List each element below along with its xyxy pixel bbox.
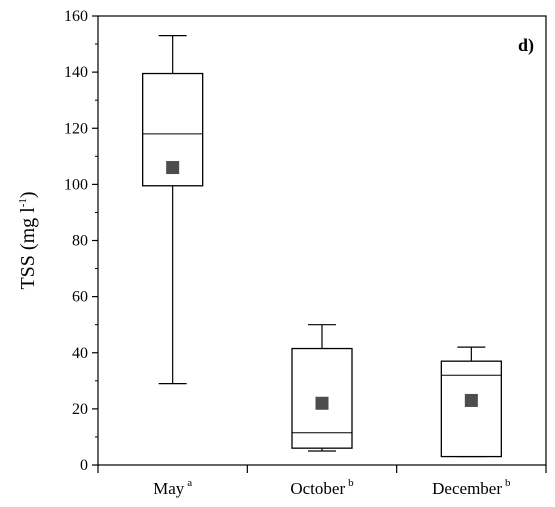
y-tick-label: 100 (64, 176, 88, 193)
y-tick-label: 80 (72, 233, 88, 250)
category-label: May a (153, 477, 192, 498)
category-label: October b (290, 477, 354, 498)
mean-marker (464, 393, 478, 407)
mean-marker (166, 161, 180, 175)
iqr-box (440, 360, 502, 458)
mean-marker (315, 396, 329, 410)
box-3 (440, 346, 502, 458)
labels: 0 20 40 60 80 100 120 140 160 May a October b Decembe… (17, 8, 534, 498)
y-tick-label: 160 (64, 8, 88, 25)
box-1 (142, 35, 204, 385)
y-tick-label: 140 (64, 64, 88, 81)
y-axis-label: TSS (mg l-1) (17, 191, 39, 289)
y-tick-label: 60 (72, 289, 88, 306)
y-tick-label: 20 (72, 401, 88, 418)
box-2 (291, 324, 353, 452)
category-label: December b (432, 477, 511, 498)
y-tick-label: 0 (80, 457, 88, 474)
y-tick-label: 40 (72, 345, 88, 362)
panel-label: d) (518, 35, 534, 56)
axes (92, 15, 547, 473)
y-tick-label: 120 (64, 120, 88, 137)
boxes (142, 35, 502, 458)
